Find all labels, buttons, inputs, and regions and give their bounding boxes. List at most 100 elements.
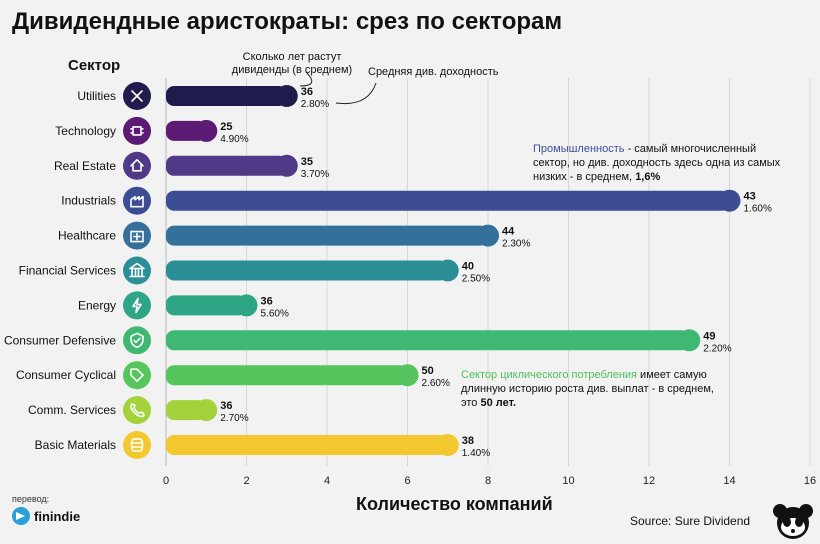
- bar-end-cap: [396, 364, 419, 387]
- cyclical-note: Сектор циклического потребления имеет са…: [461, 368, 731, 410]
- phone-icon: [130, 403, 145, 418]
- yield-label: 3.70%: [301, 169, 329, 180]
- years-label: 36: [261, 295, 273, 307]
- category-label: Consumer Cyclical: [16, 368, 116, 382]
- bar-end-cap: [718, 189, 741, 212]
- years-label: 43: [744, 191, 756, 203]
- years-label: 44: [502, 226, 515, 238]
- shield-check-icon: [130, 332, 144, 349]
- panda-logo-icon: [773, 504, 813, 539]
- yield-label: 1.60%: [744, 204, 772, 215]
- bar: [166, 155, 287, 176]
- years-label: 36: [220, 400, 232, 412]
- years-label: 35: [301, 156, 313, 168]
- yield-label: 2.30%: [502, 239, 530, 250]
- yield-label: 2.70%: [220, 413, 248, 424]
- category-label: Comm. Services: [28, 403, 116, 417]
- bar-end-cap: [275, 85, 298, 107]
- bar: [166, 190, 730, 211]
- bar: [166, 86, 287, 106]
- bar: [166, 225, 488, 246]
- category-label: Basic Materials: [35, 438, 116, 452]
- x-tick-label: 2: [243, 475, 249, 487]
- bar: [166, 295, 247, 316]
- phone-icon-circle: [123, 396, 151, 425]
- cyclical-note-value: 50 лет.: [480, 397, 517, 409]
- years-label: 49: [703, 330, 715, 342]
- x-tick-label: 0: [163, 475, 169, 487]
- yield-label: 2.60%: [422, 378, 450, 389]
- bar: [166, 400, 207, 421]
- category-label: Real Estate: [54, 159, 116, 173]
- finindie-brand[interactable]: finindie: [12, 507, 80, 525]
- house-icon: [130, 159, 144, 172]
- category-label: Financial Services: [19, 264, 116, 278]
- yield-label: 2.20%: [703, 343, 731, 354]
- yield-label: 1.40%: [462, 448, 490, 459]
- years-label: 38: [462, 435, 474, 447]
- category-label: Technology: [55, 124, 116, 138]
- years-label: 36: [301, 86, 313, 98]
- yield-label: 2.80%: [301, 99, 329, 110]
- bar-end-cap: [436, 259, 459, 282]
- chip-icon-circle: [123, 116, 151, 145]
- brand-name: finindie: [34, 508, 81, 524]
- years-label: 40: [462, 261, 474, 273]
- industrials-note-highlight: Промышленность: [533, 143, 625, 155]
- bar-end-cap: [275, 154, 298, 177]
- x-tick-label: 6: [404, 475, 410, 487]
- tools-icon: [131, 90, 143, 102]
- chart-title: Дивидендные аристократы: срез по сектора…: [12, 8, 563, 35]
- industrials-note-value: 1,6%: [635, 171, 661, 183]
- barrel-icon-circle: [123, 431, 151, 459]
- category-label: Consumer Defensive: [4, 333, 116, 347]
- bank-icon: [129, 262, 145, 278]
- barrel-icon: [130, 438, 144, 452]
- years-label: 50: [422, 365, 434, 377]
- chip-icon: [130, 126, 144, 136]
- bar: [166, 120, 207, 141]
- telegram-icon: [12, 507, 30, 525]
- industrials-note-text: - самый многочисленный сектор, но див. д…: [533, 143, 781, 183]
- bank-icon-circle: [123, 256, 151, 285]
- category-label: Utilities: [77, 89, 116, 103]
- yield-label: 2.50%: [462, 274, 490, 285]
- bar-end-cap: [436, 434, 459, 456]
- years-pointer: [299, 71, 313, 87]
- yield-label: 5.60%: [261, 308, 289, 319]
- factory-icon-circle: [123, 186, 151, 215]
- category-label: Industrials: [61, 194, 116, 208]
- bar: [166, 365, 408, 386]
- years-annotation: Сколько лет растут дивиденды (в среднем): [231, 51, 353, 76]
- category-label: Energy: [78, 298, 116, 312]
- sector-header: Сектор: [68, 57, 121, 74]
- x-tick-label: 14: [723, 475, 735, 487]
- tag-icon-circle: [123, 361, 151, 390]
- bar-end-cap: [235, 294, 258, 317]
- translation-label: перевод:: [12, 494, 50, 504]
- bar: [166, 435, 448, 455]
- medical-bag-icon: [130, 230, 144, 243]
- bar: [166, 330, 690, 351]
- bar-end-cap: [477, 224, 499, 247]
- factory-icon: [130, 195, 144, 208]
- yield-label: 4.90%: [220, 134, 248, 145]
- industrials-note: Промышленность - самый многочисленный се…: [533, 142, 788, 184]
- energy-icon: [132, 297, 142, 314]
- x-tick-label: 8: [485, 475, 491, 487]
- cyclical-note-text: имеет самую длинную историю роста див. в…: [461, 369, 714, 409]
- house-icon-circle: [123, 151, 151, 180]
- yield-pointer: [335, 82, 377, 105]
- bar-end-cap: [195, 399, 218, 422]
- energy-icon-circle: [123, 291, 151, 320]
- x-tick-label: 16: [804, 475, 816, 487]
- cyclical-note-highlight: Сектор циклического потребления: [461, 369, 637, 381]
- x-tick-label: 12: [643, 475, 655, 487]
- x-axis-label: Количество компаний: [356, 494, 553, 514]
- bar-end-cap: [195, 119, 218, 142]
- source-label: Source: Sure Dividend: [630, 514, 751, 528]
- bar: [166, 260, 448, 281]
- years-label: 25: [220, 121, 232, 133]
- x-tick-label: 10: [562, 475, 574, 487]
